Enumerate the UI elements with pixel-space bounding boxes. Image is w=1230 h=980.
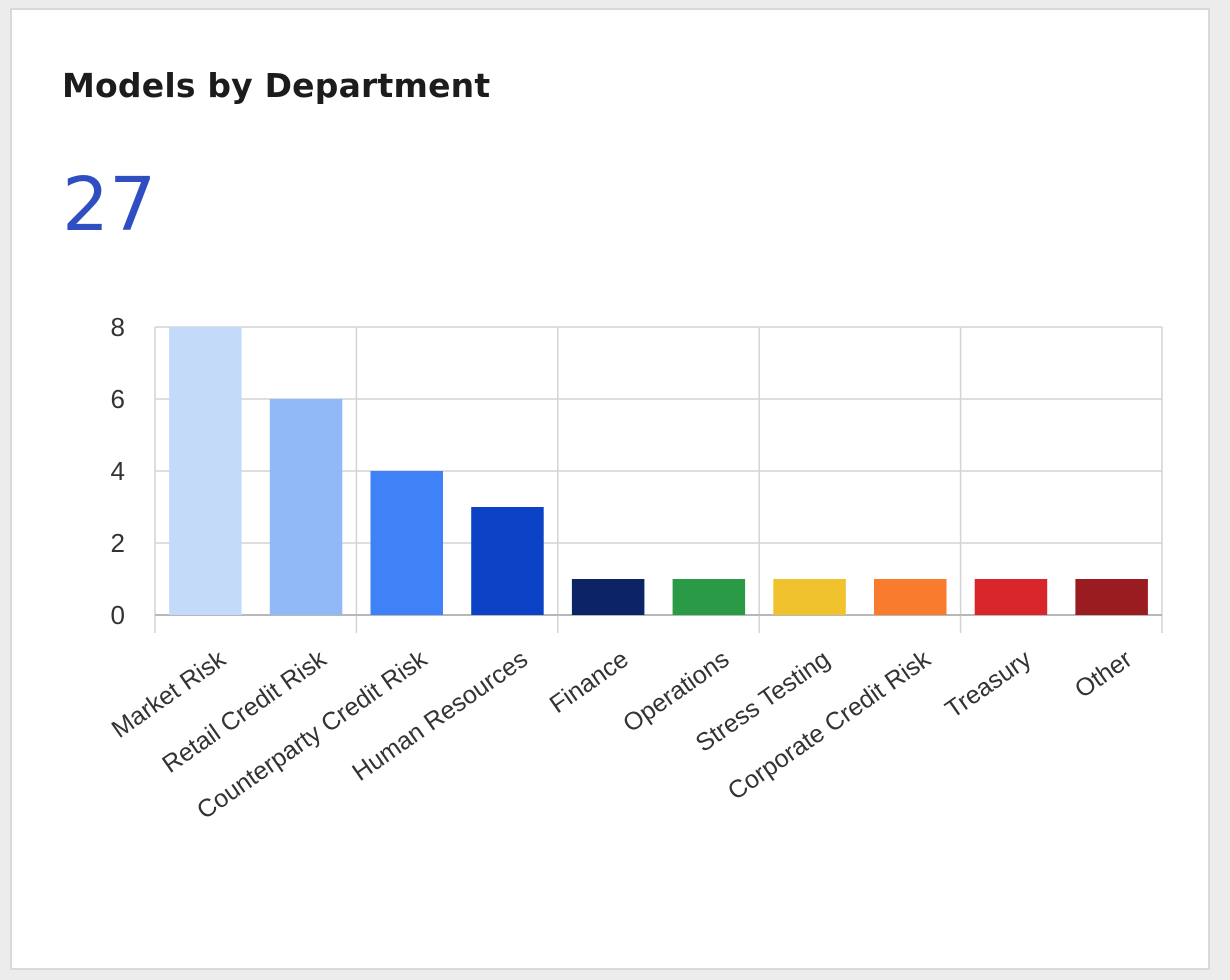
bar-operations[interactable] <box>672 579 746 615</box>
bar-retail-credit-risk[interactable] <box>269 399 343 615</box>
total-count: 27 <box>62 162 157 248</box>
bar-treasury[interactable] <box>974 579 1048 615</box>
y-tick-label: 8 <box>111 312 125 342</box>
bar-other[interactable] <box>1075 579 1148 615</box>
bar-human-resources[interactable] <box>471 507 544 615</box>
x-tick-label: Treasury <box>940 645 1037 724</box>
x-tick-label: Finance <box>545 645 634 719</box>
bar-corporate-credit-risk[interactable] <box>873 579 947 615</box>
y-tick-label: 6 <box>111 384 125 414</box>
x-tick-label: Other <box>1070 645 1137 704</box>
x-tick-label: Human Resources <box>347 645 533 787</box>
bar-finance[interactable] <box>571 579 645 615</box>
bar-counterparty-credit-risk[interactable] <box>370 471 444 615</box>
y-tick-label: 2 <box>111 528 125 558</box>
x-tick-label: Retail Credit Risk <box>157 645 332 779</box>
card-title: Models by Department <box>62 66 491 105</box>
y-tick-label: 4 <box>111 456 125 486</box>
bar-stress-testing[interactable] <box>773 579 846 615</box>
y-tick-label: 0 <box>111 600 125 630</box>
bar-market-risk[interactable] <box>169 327 242 615</box>
